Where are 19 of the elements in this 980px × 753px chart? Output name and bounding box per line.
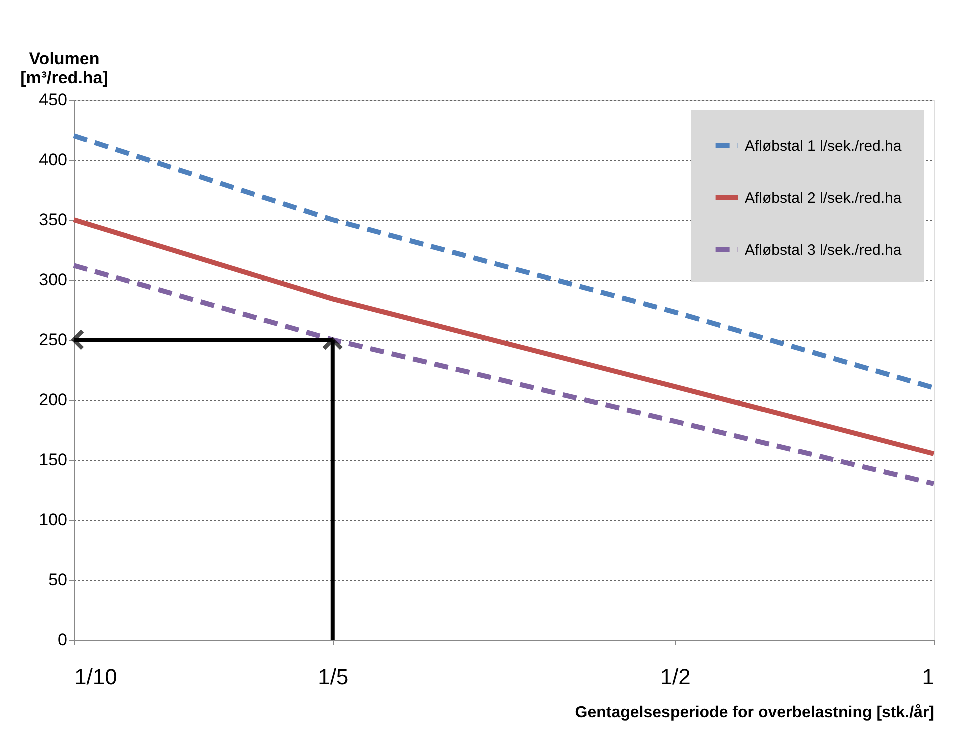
legend-label: Afløbstal 3 l/sek./red.ha bbox=[745, 242, 902, 259]
x-axis-title: Gentagelsesperiode for overbelastning [stk./år] bbox=[575, 704, 934, 722]
y-tick-label: 50 bbox=[48, 570, 68, 590]
y-tick-label: 350 bbox=[39, 210, 68, 230]
y-tick-label: 100 bbox=[39, 510, 68, 530]
y-tick-label: 300 bbox=[39, 270, 68, 290]
y-axis-title: Volumen [m³/red.ha] bbox=[20, 50, 108, 88]
legend-label: Afløbstal 1 l/sek./red.ha bbox=[745, 138, 902, 155]
x-tick-label: 1/10 bbox=[74, 664, 118, 690]
y-tick-label: 0 bbox=[58, 630, 68, 650]
y-tick-label: 400 bbox=[39, 150, 68, 170]
y-tick-label: 450 bbox=[39, 90, 68, 110]
y-tick-label: 250 bbox=[39, 330, 68, 350]
legend-label: Afløbstal 2 l/sek./red.ha bbox=[745, 190, 902, 207]
x-tick-label: 1 bbox=[922, 664, 934, 690]
x-tick-label: 1/2 bbox=[660, 664, 691, 690]
y-tick-label: 200 bbox=[39, 390, 68, 410]
x-tick-label: 1/5 bbox=[318, 664, 349, 690]
y-tick-label: 150 bbox=[39, 450, 68, 470]
